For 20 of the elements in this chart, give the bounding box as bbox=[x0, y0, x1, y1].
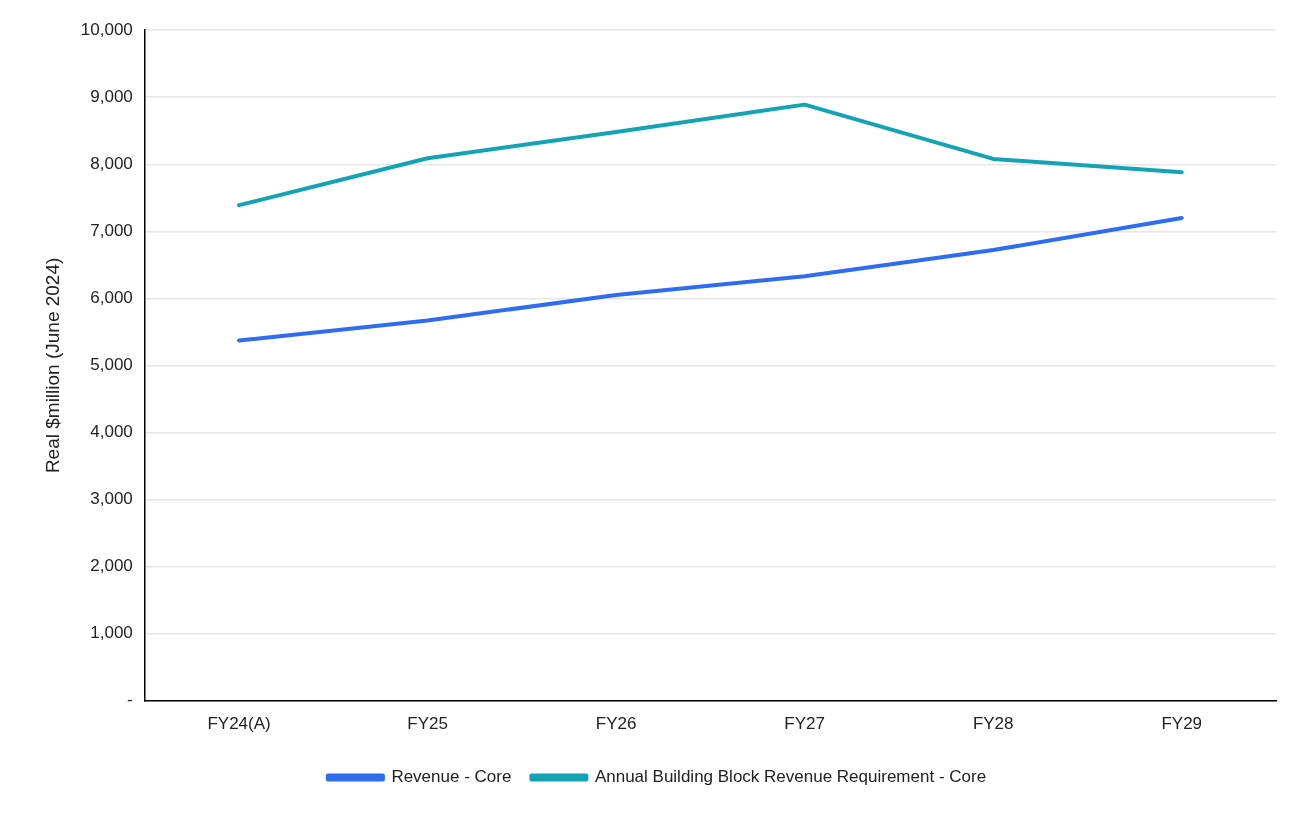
x-tick-label: FY28 bbox=[972, 714, 1014, 734]
legend-label: Revenue - Core bbox=[391, 767, 512, 787]
y-tick-label: 1,000 bbox=[90, 623, 133, 643]
y-tick-label: 3,000 bbox=[90, 489, 133, 509]
y-tick-label: 6,000 bbox=[90, 288, 133, 308]
y-tick-label: - bbox=[127, 690, 133, 710]
y-tick-label: 10,000 bbox=[80, 19, 133, 39]
y-tick-label: 7,000 bbox=[90, 221, 133, 241]
legend-label: Annual Building Block Revenue Requirement - Core bbox=[594, 767, 987, 787]
y-tick-label: 4,000 bbox=[90, 422, 133, 442]
x-tick-label: FY24(A) bbox=[207, 714, 271, 734]
y-tick-label: 8,000 bbox=[90, 153, 133, 173]
y-axis-title: Real $million (June 2024) bbox=[41, 257, 63, 474]
x-tick-label: FY25 bbox=[407, 714, 448, 734]
y-tick-label: 5,000 bbox=[90, 355, 133, 375]
y-tick-label: 9,000 bbox=[90, 86, 133, 106]
x-tick-label: FY27 bbox=[784, 714, 825, 734]
y-tick-label: 2,000 bbox=[90, 556, 133, 576]
x-tick-label: FY26 bbox=[595, 714, 637, 734]
x-tick-label: FY29 bbox=[1161, 714, 1203, 734]
